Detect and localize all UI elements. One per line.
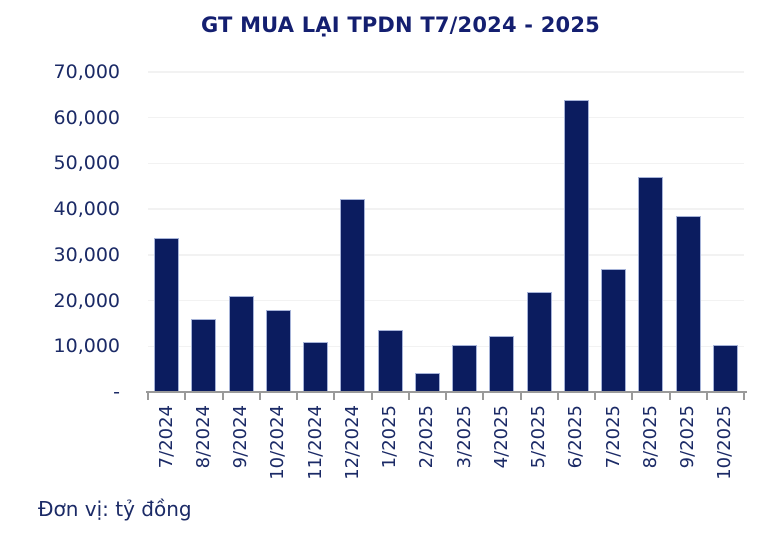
gridline: [148, 208, 744, 210]
x-tick-label: 4/2025: [490, 405, 512, 469]
x-axis-tick: [184, 391, 187, 400]
y-tick-label: 50,000: [53, 152, 120, 175]
x-axis-tick: [482, 391, 485, 400]
y-tick-label: 70,000: [53, 61, 120, 83]
x-axis-tick: [594, 391, 596, 400]
x-tick-label: 12/2024: [341, 405, 363, 480]
bar-3/2025: [452, 344, 478, 392]
x-axis-tick: [370, 391, 373, 400]
bar-9/2024: [228, 296, 254, 392]
plot-area: [148, 71, 744, 392]
bar-7/2025: [601, 268, 627, 392]
x-axis-tick: [445, 391, 447, 400]
x-tick-label: 8/2025: [639, 405, 661, 469]
bar-6/2025: [563, 100, 589, 392]
y-tick-label: 30,000: [53, 243, 120, 266]
bar-4/2025: [489, 335, 515, 392]
x-axis-tick: [668, 391, 671, 400]
y-tick-label: -: [113, 381, 120, 403]
x-axis-tick: [631, 391, 634, 400]
x-axis-tick: [296, 391, 298, 400]
x-tick-label: 9/2025: [677, 405, 699, 469]
x-axis-tick: [705, 391, 708, 400]
gridline: [148, 299, 744, 302]
x-tick-label: 2/2025: [416, 405, 438, 469]
bar-8/2025: [638, 177, 664, 392]
x-axis-tick: [407, 391, 410, 400]
x-tick-label: 7/2025: [602, 405, 624, 469]
x-tick-label: 6/2025: [565, 405, 587, 469]
bar-2/2025: [414, 373, 440, 392]
x-axis-tick: [556, 391, 559, 400]
y-tick-label: 60,000: [53, 106, 120, 129]
unit-label: Đơn vị: tỷ đồng: [38, 497, 192, 521]
x-axis-tick: [333, 391, 336, 400]
bar-7/2024: [154, 237, 180, 392]
bar-9/2025: [675, 216, 701, 392]
x-tick-label: 3/2025: [453, 405, 475, 469]
gridline: [148, 116, 744, 119]
bar-12/2024: [340, 198, 366, 392]
bar-1/2025: [377, 329, 403, 392]
x-axis-tick: [743, 391, 745, 400]
bar-5/2025: [526, 291, 552, 392]
y-tick-label: 40,000: [53, 198, 120, 221]
x-tick-label: 10/2024: [267, 405, 289, 480]
gridline: [148, 345, 744, 348]
bar-10/2024: [265, 310, 291, 392]
x-tick-label: 1/2025: [379, 405, 401, 469]
bar-11/2024: [303, 341, 329, 392]
chart-title: GT MUA LẠI TPDN T7/2024 - 2025: [200, 13, 600, 37]
y-tick-label: 20,000: [53, 289, 120, 312]
x-tick-label: 7/2024: [155, 405, 177, 469]
x-axis-tick: [147, 391, 149, 400]
x-axis-tick: [519, 391, 522, 400]
x-tick-label: 8/2024: [192, 405, 214, 469]
x-tick-label: 10/2025: [714, 405, 736, 480]
x-axis-tick: [258, 391, 261, 400]
x-tick-label: 9/2024: [230, 405, 252, 469]
x-axis-tick: [221, 391, 224, 400]
bar-10/2025: [712, 344, 738, 392]
x-tick-label: 5/2025: [528, 405, 550, 469]
gridline: [148, 254, 744, 256]
gridline: [148, 71, 744, 73]
bar-8/2024: [191, 318, 217, 392]
gridline: [148, 162, 744, 165]
y-tick-label: 10,000: [53, 335, 120, 358]
x-tick-label: 11/2024: [304, 405, 326, 480]
